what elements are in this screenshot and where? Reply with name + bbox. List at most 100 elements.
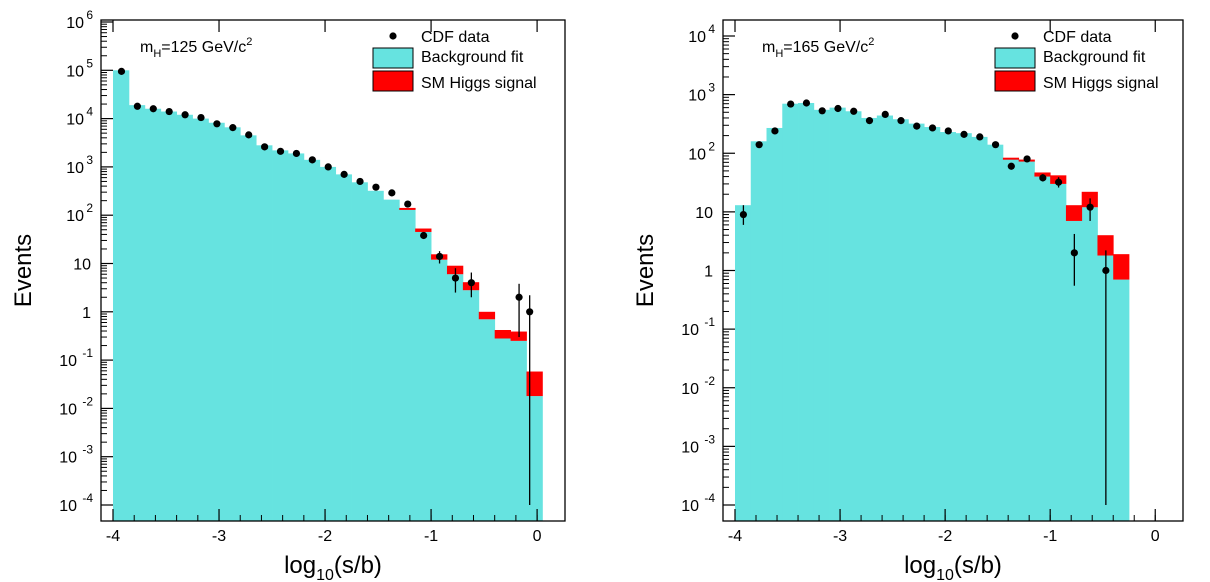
background-bar [861, 117, 878, 521]
signal-bar [1097, 235, 1114, 256]
x-tick-label: 0 [533, 528, 542, 545]
background-bar [176, 114, 193, 521]
data-point [1039, 174, 1047, 182]
data-point [435, 252, 444, 261]
data-point [802, 99, 811, 107]
signal-bar [526, 371, 543, 397]
background-bar [924, 127, 941, 521]
background-bar [431, 259, 448, 521]
x-tick-label: -3 [212, 528, 226, 545]
data-point [117, 67, 126, 75]
background-bar [750, 141, 767, 521]
signal-bar [1002, 157, 1020, 160]
background-bar [845, 111, 862, 521]
data-point [451, 274, 460, 282]
legend-label: Background fit [421, 49, 524, 66]
data-point [420, 231, 428, 240]
data-point [197, 113, 205, 122]
y-tick-label: 10 -3 [681, 432, 715, 456]
y-axis-label: Events [632, 234, 659, 307]
background-bar [415, 231, 432, 521]
background-bar [240, 135, 257, 521]
legend-label: SM Higgs signal [1043, 75, 1159, 92]
data-point [1102, 266, 1110, 275]
background-bar [303, 159, 321, 521]
background-bar [1065, 220, 1083, 521]
background-bar [462, 290, 480, 521]
data-point [865, 117, 874, 125]
legend-label: CDF data [421, 29, 490, 46]
y-tick-label: 10 -4 [59, 491, 93, 515]
x-tick-label: -1 [424, 528, 438, 545]
data-point [787, 100, 795, 108]
data-point [526, 308, 534, 316]
plot-area [735, 99, 1130, 521]
x-tick-label: -2 [318, 528, 332, 545]
data-point [944, 127, 952, 135]
y-tick-label: 1 [82, 305, 91, 322]
legend-swatch-signal [994, 70, 1036, 92]
signal-bar [478, 311, 496, 320]
background-bar [160, 111, 178, 521]
y-tick-label: 10 [695, 205, 713, 222]
background-bar [798, 102, 815, 521]
background-bar [955, 133, 972, 521]
data-point [755, 141, 763, 149]
background-bar [782, 103, 799, 521]
y-tick-label: 10 4 [66, 105, 93, 129]
legend-swatch-signal [372, 70, 414, 92]
y-tick-label: 10 -1 [681, 315, 715, 339]
data-point [149, 105, 157, 113]
data-point [960, 130, 968, 138]
background-bar [224, 127, 241, 521]
data-point [261, 143, 269, 151]
background-bar [735, 205, 752, 521]
mass-annotation: mH=125 GeV/c2 [140, 36, 252, 60]
data-point [881, 110, 889, 118]
background-bar [1018, 160, 1035, 521]
data-point [739, 210, 748, 219]
background-bar [1034, 176, 1051, 521]
data-point [818, 107, 826, 115]
y-tick-label: 10 2 [688, 139, 715, 163]
signal-bar [494, 329, 511, 339]
data-point [850, 107, 858, 115]
background-bar [208, 122, 225, 521]
data-point [181, 111, 189, 119]
x-tick-label: -4 [728, 528, 742, 545]
data-point [133, 102, 141, 110]
background-bar [829, 107, 846, 521]
legend-swatch-background [372, 47, 414, 69]
signal-bar [1113, 254, 1130, 280]
x-axis-label: log10(s/b) [904, 552, 1002, 582]
data-point [1023, 155, 1031, 163]
data-point [991, 141, 1000, 149]
data-point [165, 107, 173, 116]
data-point [1086, 203, 1094, 211]
mass-annotation: mH=165 GeV/c2 [762, 36, 874, 60]
background-bar [144, 108, 162, 521]
data-point [467, 279, 475, 287]
data-point [1054, 178, 1063, 186]
background-bar [892, 119, 909, 521]
x-axis-label: log10(s/b) [284, 552, 382, 582]
background-bar [351, 182, 368, 521]
background-bar [1113, 279, 1130, 521]
background-bar [478, 319, 496, 521]
data-point [404, 200, 412, 208]
background-bar [256, 145, 273, 521]
background-bar [287, 153, 305, 521]
background-bar [1002, 158, 1020, 521]
data-point [928, 124, 937, 132]
y-tick-label: 10 2 [66, 201, 93, 225]
signal-bar [1065, 205, 1083, 221]
background-bar [971, 136, 988, 521]
y-tick-label: 10 -4 [681, 491, 715, 515]
legend-marker-data [389, 32, 397, 40]
y-tick-label: 10 -2 [681, 374, 715, 398]
background-bar [399, 208, 416, 521]
x-tick-label: 0 [1151, 528, 1160, 545]
